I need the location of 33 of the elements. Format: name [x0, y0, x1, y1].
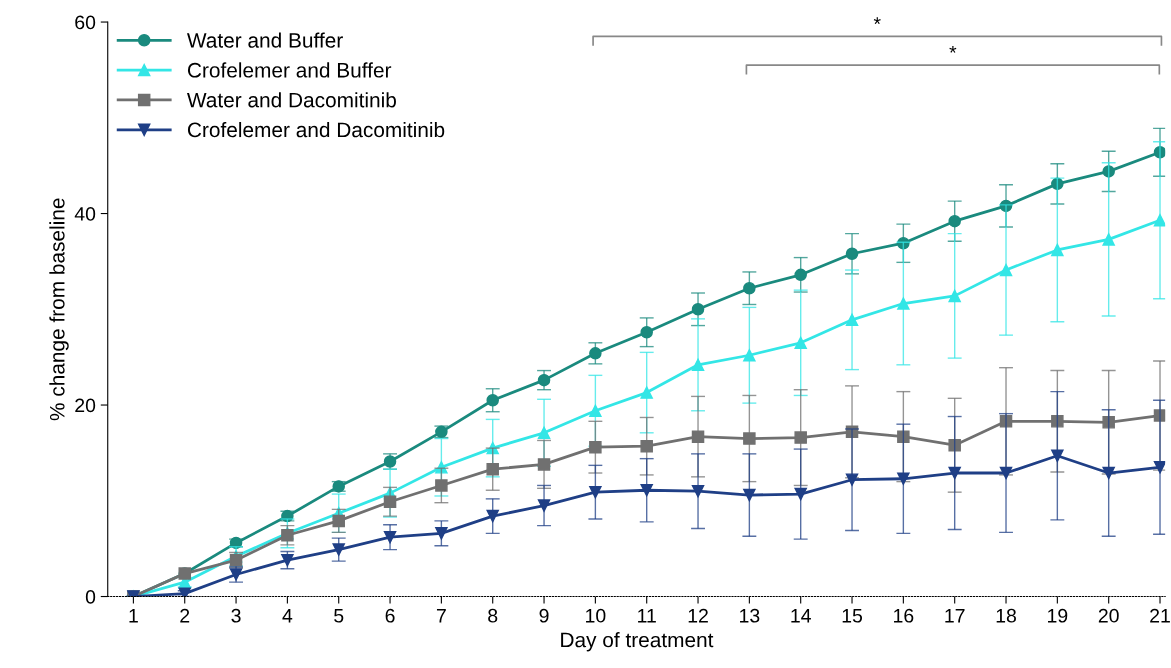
y-axis-title: % change from baseline — [49, 198, 69, 421]
x-tick-label: 12 — [688, 608, 708, 623]
x-tick-label: 7 — [436, 609, 446, 623]
x-tick-label: 3 — [231, 608, 241, 623]
y-tick-label: 20 — [75, 398, 96, 413]
legend-label: Water and Buffer — [186, 32, 343, 48]
x-tick-label: 15 — [842, 609, 863, 623]
x-tick-label: 21 — [1150, 608, 1170, 623]
x-tick-label: 17 — [945, 609, 965, 623]
x-tick-label: 11 — [638, 609, 656, 623]
x-tick-label: 8 — [488, 608, 498, 623]
x-tick-label: 9 — [539, 608, 549, 623]
x-tick-label: 4 — [282, 609, 293, 623]
annotation: * — [873, 17, 881, 25]
legend-label: Water and Dacomitinib — [186, 92, 396, 108]
x-tick-label: 16 — [894, 608, 914, 623]
x-tick-label: 20 — [1098, 608, 1119, 623]
x-tick-label: 10 — [586, 608, 606, 623]
x-tick-label: 6 — [385, 608, 395, 623]
x-tick-label: 2 — [180, 608, 190, 623]
annotation: * — [949, 45, 957, 53]
x-tick-label: 5 — [334, 609, 344, 623]
legend-label: Crofelemer and Buffer — [187, 62, 392, 78]
y-tick-label: 40 — [74, 207, 96, 221]
x-tick-label: 13 — [740, 608, 760, 623]
x-tick-label: 1 — [129, 609, 138, 623]
x-tick-label: 14 — [791, 609, 811, 623]
x-axis-title: Day of treatment — [561, 632, 714, 652]
y-tick-label: 0 — [85, 589, 96, 604]
y-tick-label: 60 — [75, 15, 96, 30]
legend-label: Crofelemer and Dacomitinib — [187, 121, 445, 138]
x-tick-label: 18 — [996, 608, 1016, 623]
x-tick-label: 19 — [1048, 608, 1068, 623]
